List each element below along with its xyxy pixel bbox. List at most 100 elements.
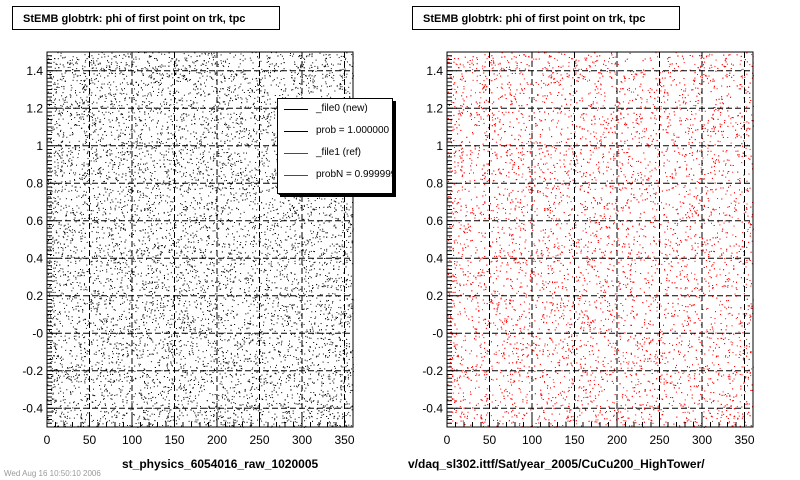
scatter-point xyxy=(311,245,313,247)
scatter-point xyxy=(267,246,269,248)
scatter-point xyxy=(234,344,236,346)
scatter-point xyxy=(185,223,187,225)
scatter-point xyxy=(203,206,205,207)
scatter-point xyxy=(93,195,95,197)
scatter-point xyxy=(144,397,146,399)
scatter-point xyxy=(230,163,232,165)
scatter-point xyxy=(278,342,280,344)
scatter-point xyxy=(112,293,113,295)
scatter-point xyxy=(308,320,310,322)
scatter-point xyxy=(230,265,232,267)
scatter-point xyxy=(70,272,72,274)
scatter-point xyxy=(242,188,244,190)
scatter-point xyxy=(282,415,284,417)
scatter-point xyxy=(76,57,78,59)
scatter-point xyxy=(157,185,159,187)
scatter-point xyxy=(227,283,229,285)
scatter-point xyxy=(115,333,117,335)
scatter-point xyxy=(269,287,270,288)
scatter-point xyxy=(123,142,124,144)
scatter-point xyxy=(177,274,179,276)
scatter-point xyxy=(328,311,330,313)
scatter-point xyxy=(193,216,195,218)
scatter-point xyxy=(296,421,298,423)
scatter-point xyxy=(317,287,319,289)
scatter-point xyxy=(164,284,165,286)
scatter-point xyxy=(60,115,62,117)
scatter-point xyxy=(93,157,94,159)
scatter-point xyxy=(105,212,107,214)
scatter-point xyxy=(202,124,204,126)
scatter-point xyxy=(130,53,131,55)
scatter-point xyxy=(265,254,267,256)
scatter-point xyxy=(334,319,336,321)
scatter-point xyxy=(129,249,131,251)
scatter-point xyxy=(197,356,199,358)
scatter-point xyxy=(291,326,293,327)
scatter-point xyxy=(281,342,283,344)
scatter-point xyxy=(114,138,116,140)
scatter-point xyxy=(286,378,287,380)
scatter-point xyxy=(270,329,272,331)
scatter-point xyxy=(153,160,155,162)
scatter-point xyxy=(204,411,206,413)
scatter-point xyxy=(227,422,229,424)
scatter-point xyxy=(106,369,108,371)
scatter-point xyxy=(110,126,112,128)
scatter-point xyxy=(94,83,96,85)
scatter-point xyxy=(263,342,265,344)
scatter-point xyxy=(168,290,170,292)
scatter-point xyxy=(229,212,231,214)
scatter-point xyxy=(70,127,72,129)
scatter-point xyxy=(73,296,75,298)
scatter-point xyxy=(246,394,248,396)
scatter-point xyxy=(213,263,215,265)
scatter-point xyxy=(267,181,269,183)
scatter-point xyxy=(61,292,63,294)
scatter-point xyxy=(328,304,330,306)
scatter-point xyxy=(62,174,64,176)
scatter-point xyxy=(264,146,266,148)
scatter-point xyxy=(263,321,265,323)
scatter-point xyxy=(342,386,344,388)
scatter-point xyxy=(50,255,52,256)
scatter-point xyxy=(181,214,182,216)
scatter-point xyxy=(143,288,145,290)
scatter-point xyxy=(72,366,73,368)
scatter-point xyxy=(170,99,172,101)
scatter-point xyxy=(287,375,289,377)
scatter-point xyxy=(192,352,194,354)
scatter-point xyxy=(326,232,328,234)
scatter-point xyxy=(226,269,228,271)
scatter-point xyxy=(195,306,197,308)
scatter-point xyxy=(211,179,213,181)
scatter-point xyxy=(80,238,82,240)
scatter-point xyxy=(218,285,220,287)
scatter-point xyxy=(59,377,60,379)
scatter-point xyxy=(330,397,332,399)
scatter-point xyxy=(109,297,111,299)
scatter-point xyxy=(75,100,76,102)
scatter-point xyxy=(107,178,109,180)
scatter-point xyxy=(218,188,220,190)
scatter-point xyxy=(105,245,107,247)
scatter-point xyxy=(337,219,339,221)
scatter-point xyxy=(189,205,191,207)
scatter-point xyxy=(261,355,263,357)
scatter-point xyxy=(230,97,232,99)
scatter-point xyxy=(112,234,114,236)
scatter-point xyxy=(147,168,149,170)
scatter-point xyxy=(201,255,203,257)
scatter-point xyxy=(184,57,186,59)
scatter-point xyxy=(317,67,319,69)
scatter-point xyxy=(229,244,231,246)
scatter-point xyxy=(312,91,314,93)
scatter-point xyxy=(146,376,148,378)
scatter-point xyxy=(273,210,275,211)
scatter-point xyxy=(230,294,232,296)
scatter-point xyxy=(132,329,134,331)
scatter-point xyxy=(111,411,113,413)
scatter-point xyxy=(138,116,140,118)
scatter-point xyxy=(88,104,90,106)
scatter-point xyxy=(112,164,114,166)
